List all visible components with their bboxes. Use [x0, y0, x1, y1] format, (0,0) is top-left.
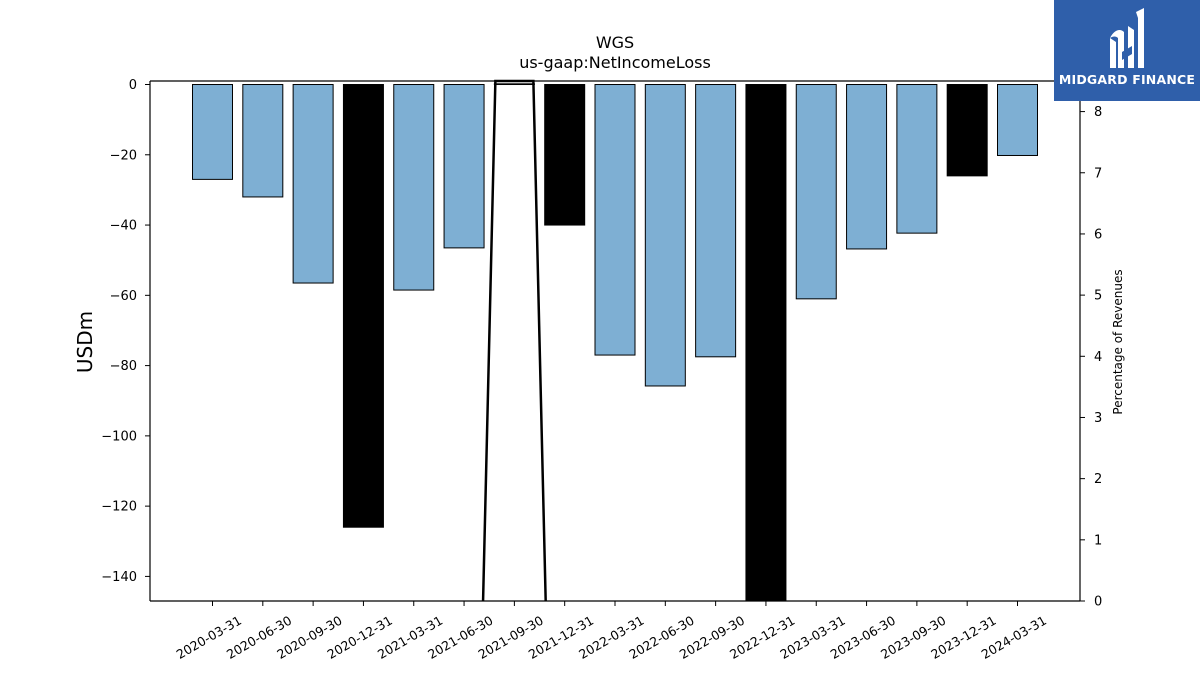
y2-tick-label: 1 — [1094, 533, 1102, 548]
y2-tick-label: 2 — [1094, 472, 1102, 487]
y2-tick-label: 0 — [1094, 595, 1102, 610]
y-tick-label: −120 — [101, 500, 137, 515]
bar-2021-03-31 — [393, 84, 435, 291]
chart-title: WGS — [596, 33, 634, 52]
bar-2022-06-30 — [644, 84, 686, 387]
secondary-y-axis-label: Percentage of Revenues — [1111, 269, 1125, 414]
bar-2021-12-31 — [544, 84, 586, 226]
bar-2020-03-31 — [192, 84, 233, 180]
y-tick-label: 0 — [129, 78, 137, 93]
bar-2020-12-31 — [342, 84, 384, 528]
y2-tick-label: 4 — [1094, 350, 1102, 365]
y2-tick-label: 6 — [1094, 227, 1102, 242]
bar-2023-03-31 — [795, 84, 837, 300]
brand-logo: MIDGARD FINANCE — [1054, 0, 1200, 101]
revenue-percentage-line — [481, 79, 547, 602]
y-tick-label: −140 — [101, 570, 137, 585]
bar-group — [192, 83, 1038, 602]
bar-2023-06-30 — [846, 84, 888, 250]
bar-2024-03-31 — [997, 84, 1038, 156]
bar-2021-06-30 — [443, 84, 485, 249]
bar-2020-06-30 — [242, 84, 284, 198]
bar-2020-09-30 — [292, 84, 334, 284]
bar-2022-03-31 — [594, 84, 636, 356]
y-tick-label: −20 — [110, 148, 137, 163]
bar-2021-09-30 — [493, 83, 535, 86]
bar-2022-12-31 — [745, 84, 787, 602]
brand-logo-icon — [1110, 8, 1144, 68]
y-tick-label: −80 — [110, 359, 137, 374]
line-group — [481, 79, 547, 602]
bar-2023-09-30 — [896, 84, 938, 234]
chart-subtitle: us-gaap:NetIncomeLoss — [519, 53, 711, 72]
y2-tick-label: 5 — [1094, 289, 1102, 304]
y-tick-label: −40 — [110, 219, 137, 234]
y2-tick-label: 7 — [1094, 166, 1102, 181]
y-axis-label: USDm — [73, 311, 97, 373]
y2-tick-label: 3 — [1094, 411, 1102, 426]
y-tick-label: −60 — [110, 289, 137, 304]
y-tick-label: −100 — [101, 429, 137, 444]
brand-name: MIDGARD FINANCE — [1058, 72, 1196, 87]
bar-2022-09-30 — [695, 84, 737, 358]
y2-tick-label: 8 — [1094, 105, 1102, 120]
bar-2023-12-31 — [946, 84, 988, 177]
